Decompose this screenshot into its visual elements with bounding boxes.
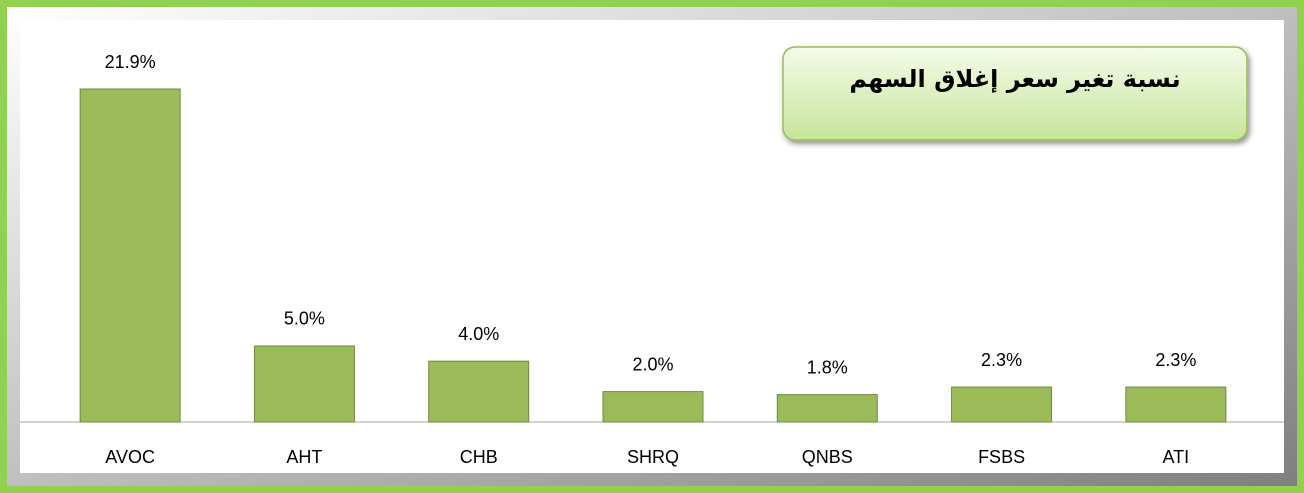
data-label: 21.9% (105, 52, 156, 72)
bar (951, 386, 1053, 423)
data-label: 1.8% (807, 357, 848, 377)
chart-title: نسبة تغير سعر إغلاق السهم (849, 65, 1180, 93)
data-label: 4.0% (458, 324, 499, 344)
bar (602, 391, 704, 423)
x-tick-label: CHB (460, 447, 498, 467)
data-label: 2.3% (1155, 350, 1196, 370)
bar (428, 360, 530, 423)
bar (79, 88, 181, 423)
data-label: 2.0% (632, 354, 673, 374)
data-label: 2.3% (981, 350, 1022, 370)
x-tick-label: ATI (1163, 447, 1190, 467)
bar (253, 345, 355, 423)
x-tick-label: QNBS (802, 447, 853, 467)
bar (776, 394, 878, 423)
x-tick-label: AHT (286, 447, 322, 467)
data-label: 5.0% (284, 309, 325, 329)
x-tick-label: FSBS (978, 447, 1025, 467)
x-tick-label: SHRQ (627, 447, 679, 467)
x-tick-label: AVOC (105, 447, 155, 467)
title-box (782, 46, 1248, 141)
bar (1125, 386, 1227, 423)
